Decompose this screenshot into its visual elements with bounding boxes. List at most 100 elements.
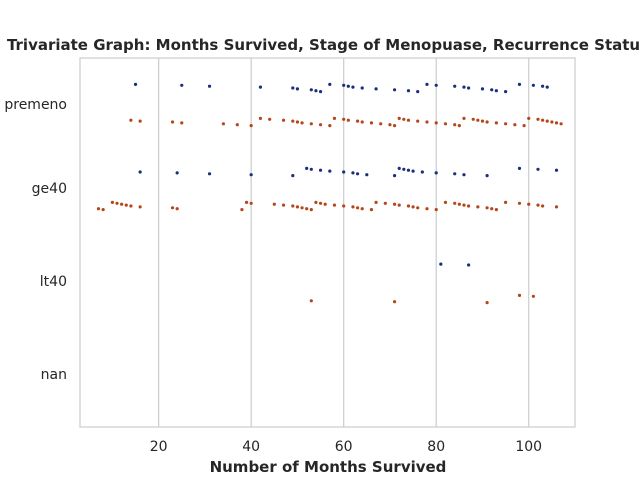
data-point <box>439 262 443 266</box>
data-point <box>369 208 374 212</box>
data-point <box>221 122 226 126</box>
data-point <box>175 207 179 211</box>
data-point <box>466 86 471 90</box>
data-point <box>360 86 364 90</box>
data-point <box>309 208 313 212</box>
data-point <box>355 206 360 210</box>
data-point <box>318 168 323 172</box>
data-point <box>170 120 175 124</box>
data-point <box>249 124 253 128</box>
data-point <box>476 205 480 209</box>
data-point <box>309 167 313 171</box>
data-point <box>249 201 253 205</box>
data-point <box>291 86 295 90</box>
data-point <box>522 124 526 128</box>
data-point <box>351 171 355 175</box>
data-point <box>244 200 249 204</box>
data-point <box>392 88 397 92</box>
data-point <box>300 121 304 125</box>
data-point <box>485 174 489 178</box>
data-point <box>406 89 411 93</box>
data-point <box>462 203 466 207</box>
data-point <box>397 166 401 170</box>
data-point <box>342 83 346 87</box>
data-point <box>268 117 272 121</box>
data-point <box>392 202 397 206</box>
data-points <box>96 82 563 305</box>
data-point <box>402 117 406 121</box>
data-point <box>443 122 448 126</box>
data-point <box>305 166 309 170</box>
data-point <box>406 118 411 122</box>
data-point <box>527 116 531 120</box>
data-point <box>490 207 494 211</box>
data-point <box>416 119 420 123</box>
data-point <box>369 121 374 125</box>
data-point <box>300 206 304 210</box>
data-point <box>295 205 300 209</box>
data-point <box>342 204 346 208</box>
data-point <box>504 90 508 94</box>
plot-frame <box>79 57 576 428</box>
data-point <box>207 172 212 176</box>
data-point <box>480 87 485 91</box>
data-point <box>101 208 105 212</box>
data-point <box>328 82 332 86</box>
data-point <box>527 202 531 206</box>
data-point <box>291 119 295 123</box>
data-point <box>554 205 559 209</box>
data-point <box>453 84 457 88</box>
x-tick-label: 100 <box>515 439 542 455</box>
data-point <box>355 119 360 123</box>
y-tick-label: premeno <box>4 97 67 113</box>
data-point <box>175 171 179 175</box>
data-point <box>323 202 327 206</box>
data-point <box>490 88 494 92</box>
data-point <box>392 174 397 178</box>
grid-lines <box>158 58 530 427</box>
data-point <box>443 200 448 204</box>
data-point <box>513 123 517 127</box>
data-point <box>434 171 438 175</box>
data-point <box>305 207 309 211</box>
data-point <box>281 203 286 207</box>
data-point <box>272 202 276 206</box>
data-point <box>383 201 387 205</box>
data-point <box>342 117 346 121</box>
data-point <box>425 82 429 86</box>
data-point <box>559 122 563 126</box>
data-point <box>328 124 332 128</box>
data-point <box>536 203 540 207</box>
x-tick-labels: 20 40 60 80 100 <box>150 439 542 455</box>
data-point <box>480 119 485 123</box>
data-point <box>411 169 415 173</box>
data-point <box>318 90 323 94</box>
data-point <box>462 173 466 177</box>
data-point <box>554 168 559 172</box>
x-tick-label: 60 <box>335 439 353 455</box>
data-point <box>466 263 471 267</box>
data-point <box>536 167 540 171</box>
data-point <box>328 169 332 173</box>
data-point <box>138 170 142 174</box>
x-tick-label: 40 <box>242 439 260 455</box>
data-point <box>434 208 438 212</box>
data-point <box>392 300 397 304</box>
data-point <box>453 172 457 176</box>
data-point <box>545 85 549 89</box>
data-point <box>545 119 549 123</box>
y-tick-labels: premeno ge40 lt40 nan <box>4 97 67 383</box>
data-point <box>471 117 475 121</box>
data-point <box>258 116 263 120</box>
data-point <box>295 87 300 91</box>
data-point <box>453 201 457 205</box>
data-point <box>332 203 337 207</box>
data-point <box>110 200 114 204</box>
data-point <box>346 118 350 122</box>
data-point <box>494 89 498 93</box>
data-point <box>309 299 313 303</box>
data-point <box>346 84 350 88</box>
data-point <box>406 168 411 172</box>
data-point <box>115 201 119 205</box>
chart-title: Trivariate Graph: Months Survived, Stage… <box>7 36 640 54</box>
